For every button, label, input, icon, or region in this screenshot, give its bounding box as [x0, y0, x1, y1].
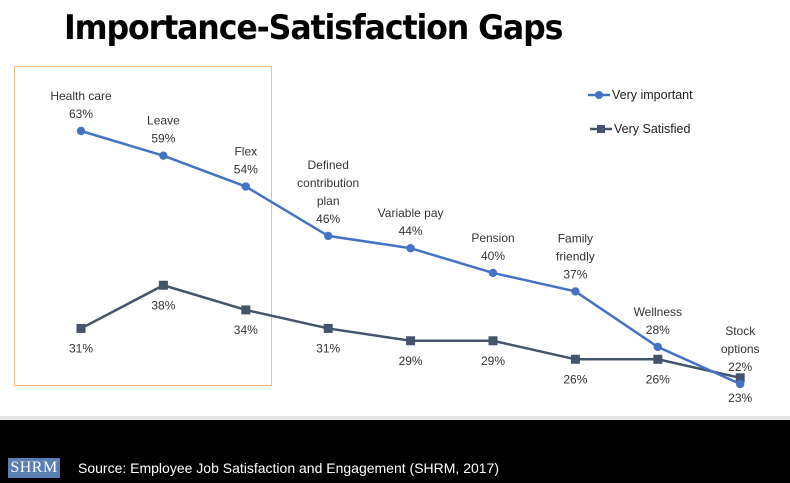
point-very-important — [406, 244, 415, 253]
shrm-logo: SHRM — [8, 458, 60, 478]
point-very-satisfied — [406, 336, 416, 346]
point-very-important — [571, 287, 580, 296]
line-chart: 63% Health care 59% Leave 54% Flex 46% plan cont… — [50, 88, 760, 405]
category-label: options — [721, 342, 760, 356]
point-very-satisfied — [653, 354, 663, 364]
data-label-very-satisfied: 34% — [234, 323, 258, 337]
category-label: contribution — [297, 176, 359, 190]
category-label: Pension — [471, 231, 514, 245]
point-very-satisfied — [76, 323, 86, 333]
data-label-very-important: 37% — [563, 267, 587, 281]
category-label: Leave — [147, 114, 180, 128]
data-label-very-important: 59% — [151, 132, 175, 146]
point-very-important — [159, 151, 168, 160]
point-very-satisfied — [241, 305, 251, 315]
point-very-satisfied — [488, 336, 498, 346]
category-label: Wellness — [634, 305, 682, 319]
footer — [0, 420, 790, 483]
page-title: Importance-Satisfaction Gaps — [64, 8, 563, 48]
point-very-important — [324, 231, 333, 241]
legend-label-very-satisfied: Very Satisfied — [614, 122, 690, 136]
source-text: Source: Employee Job Satisfaction and En… — [78, 460, 500, 476]
data-label-very-satisfied: 26% — [646, 372, 670, 386]
point-very-important — [653, 342, 662, 352]
data-label-very-important: 46% — [316, 212, 340, 226]
category-label: friendly — [556, 249, 595, 263]
category-label: Family — [558, 231, 593, 245]
legend-marker-very-satisfied — [597, 125, 605, 133]
data-label-very-satisfied: 23% — [728, 391, 752, 405]
data-label-very-satisfied: 29% — [399, 354, 423, 368]
data-label-very-important: 63% — [69, 107, 93, 121]
data-label-very-important: 44% — [399, 224, 423, 238]
category-label: Health care — [50, 89, 112, 103]
footer-divider — [0, 416, 790, 420]
data-label-very-satisfied: 29% — [481, 354, 505, 368]
data-label-very-satisfied: 26% — [563, 372, 587, 386]
point-very-satisfied — [570, 354, 580, 364]
category-label: Defined — [308, 158, 349, 172]
data-label-very-important: 54% — [234, 163, 258, 177]
category-label: Variable pay — [378, 206, 444, 220]
series-line-very-important — [80, 129, 741, 386]
category-label: Stock — [725, 324, 756, 338]
data-label-very-important: 22% — [728, 360, 752, 374]
point-very-important — [736, 379, 745, 389]
category-label: plan — [317, 194, 340, 208]
data-label-very-satisfied: 31% — [69, 341, 93, 355]
point-very-important — [241, 182, 250, 191]
point-very-satisfied — [158, 280, 168, 290]
legend-label-very-important: Very important — [612, 88, 693, 102]
data-label-very-satisfied: 38% — [151, 298, 175, 312]
data-label-very-important: 40% — [481, 249, 505, 263]
highlight-box — [14, 66, 272, 386]
point-very-important — [488, 268, 498, 278]
point-very-satisfied — [735, 373, 745, 383]
data-label-very-satisfied: 31% — [316, 341, 340, 355]
legend-marker-very-important — [595, 91, 603, 99]
data-label-very-important: 28% — [646, 323, 670, 337]
point-very-satisfied — [323, 323, 333, 333]
point-very-important — [76, 126, 86, 136]
category-label: Flex — [234, 145, 257, 159]
